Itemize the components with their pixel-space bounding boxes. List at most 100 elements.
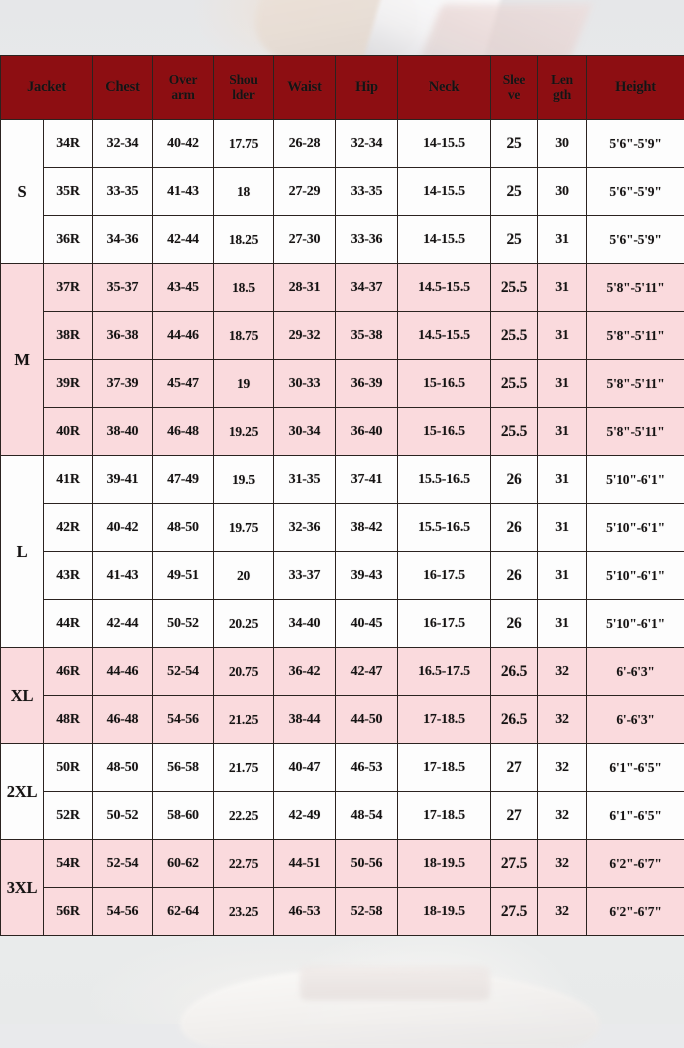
cell-hip: 33-36 xyxy=(336,216,398,264)
cell-length: 32 xyxy=(538,888,587,936)
column-header-chest: Chest xyxy=(93,56,153,120)
column-header-height: Height xyxy=(587,56,684,120)
cell-sleeve: 27.5 xyxy=(491,888,538,936)
backdrop-model-cuff xyxy=(300,966,490,1000)
cell-waist: 32-36 xyxy=(274,504,336,552)
size-label-3xl: 3XL xyxy=(1,840,44,936)
cell-sleeve: 26 xyxy=(491,600,538,648)
cell-sleeve: 27.5 xyxy=(491,840,538,888)
size-label-xl: XL xyxy=(1,648,44,744)
cell-waist: 36-42 xyxy=(274,648,336,696)
table-header: Jacket Chest Over arm Shou lder Waist Hi… xyxy=(1,56,684,120)
column-header-jacket: Jacket xyxy=(1,56,93,120)
cell-overarm: 43-45 xyxy=(153,264,214,312)
column-header-waist: Waist xyxy=(274,56,336,120)
header-row: Jacket Chest Over arm Shou lder Waist Hi… xyxy=(1,56,684,120)
cell-chest: 37-39 xyxy=(93,360,153,408)
cell-overarm: 50-52 xyxy=(153,600,214,648)
cell-length: 31 xyxy=(538,216,587,264)
cell-length: 30 xyxy=(538,168,587,216)
cell-hip: 36-39 xyxy=(336,360,398,408)
cell-sleeve: 26 xyxy=(491,456,538,504)
cell-length: 32 xyxy=(538,648,587,696)
cell-jacket: 36R xyxy=(44,216,93,264)
cell-overarm: 40-42 xyxy=(153,120,214,168)
cell-chest: 48-50 xyxy=(93,744,153,792)
cell-chest: 36-38 xyxy=(93,312,153,360)
cell-chest: 34-36 xyxy=(93,216,153,264)
cell-jacket: 34R xyxy=(44,120,93,168)
cell-height: 5'6"-5'9" xyxy=(587,168,684,216)
cell-neck: 17-18.5 xyxy=(398,792,491,840)
cell-neck: 16-17.5 xyxy=(398,600,491,648)
cell-neck: 17-18.5 xyxy=(398,696,491,744)
cell-jacket: 48R xyxy=(44,696,93,744)
cell-length: 31 xyxy=(538,456,587,504)
cell-shoulder: 20 xyxy=(214,552,274,600)
cell-neck: 14.5-15.5 xyxy=(398,312,491,360)
cell-overarm: 47-49 xyxy=(153,456,214,504)
cell-waist: 38-44 xyxy=(274,696,336,744)
cell-sleeve: 25 xyxy=(491,216,538,264)
cell-hip: 52-58 xyxy=(336,888,398,936)
cell-height: 5'10"-6'1" xyxy=(587,552,684,600)
cell-waist: 27-29 xyxy=(274,168,336,216)
size-chart-container: Jacket Chest Over arm Shou lder Waist Hi… xyxy=(0,55,684,936)
cell-waist: 30-33 xyxy=(274,360,336,408)
cell-neck: 16.5-17.5 xyxy=(398,648,491,696)
cell-neck: 14-15.5 xyxy=(398,168,491,216)
column-header-sleeve: Slee ve xyxy=(491,56,538,120)
cell-waist: 27-30 xyxy=(274,216,336,264)
cell-length: 31 xyxy=(538,264,587,312)
cell-waist: 40-47 xyxy=(274,744,336,792)
cell-shoulder: 23.25 xyxy=(214,888,274,936)
header-length-line1: Len xyxy=(551,72,573,87)
cell-length: 32 xyxy=(538,792,587,840)
cell-neck: 18-19.5 xyxy=(398,840,491,888)
cell-sleeve: 27 xyxy=(491,792,538,840)
cell-shoulder: 21.25 xyxy=(214,696,274,744)
cell-length: 30 xyxy=(538,120,587,168)
cell-neck: 15-16.5 xyxy=(398,360,491,408)
cell-overarm: 52-54 xyxy=(153,648,214,696)
cell-chest: 52-54 xyxy=(93,840,153,888)
cell-chest: 40-42 xyxy=(93,504,153,552)
cell-shoulder: 17.75 xyxy=(214,120,274,168)
cell-jacket: 56R xyxy=(44,888,93,936)
cell-hip: 46-53 xyxy=(336,744,398,792)
cell-neck: 15.5-16.5 xyxy=(398,456,491,504)
cell-shoulder: 22.25 xyxy=(214,792,274,840)
cell-length: 31 xyxy=(538,552,587,600)
cell-length: 31 xyxy=(538,600,587,648)
cell-neck: 16-17.5 xyxy=(398,552,491,600)
cell-overarm: 56-58 xyxy=(153,744,214,792)
cell-overarm: 48-50 xyxy=(153,504,214,552)
cell-chest: 32-34 xyxy=(93,120,153,168)
cell-hip: 50-56 xyxy=(336,840,398,888)
cell-length: 31 xyxy=(538,360,587,408)
cell-jacket: 46R xyxy=(44,648,93,696)
header-sleeve-line2: ve xyxy=(508,87,520,102)
size-label-s: S xyxy=(1,120,44,264)
cell-height: 6'-6'3" xyxy=(587,696,684,744)
cell-jacket: 41R xyxy=(44,456,93,504)
cell-shoulder: 19.25 xyxy=(214,408,274,456)
cell-length: 32 xyxy=(538,840,587,888)
cell-overarm: 45-47 xyxy=(153,360,214,408)
header-overarm-line1: Over xyxy=(169,72,197,87)
cell-jacket: 35R xyxy=(44,168,93,216)
cell-shoulder: 18 xyxy=(214,168,274,216)
cell-jacket: 42R xyxy=(44,504,93,552)
size-label-2xl: 2XL xyxy=(1,744,44,840)
cell-overarm: 62-64 xyxy=(153,888,214,936)
cell-hip: 37-41 xyxy=(336,456,398,504)
cell-overarm: 54-56 xyxy=(153,696,214,744)
